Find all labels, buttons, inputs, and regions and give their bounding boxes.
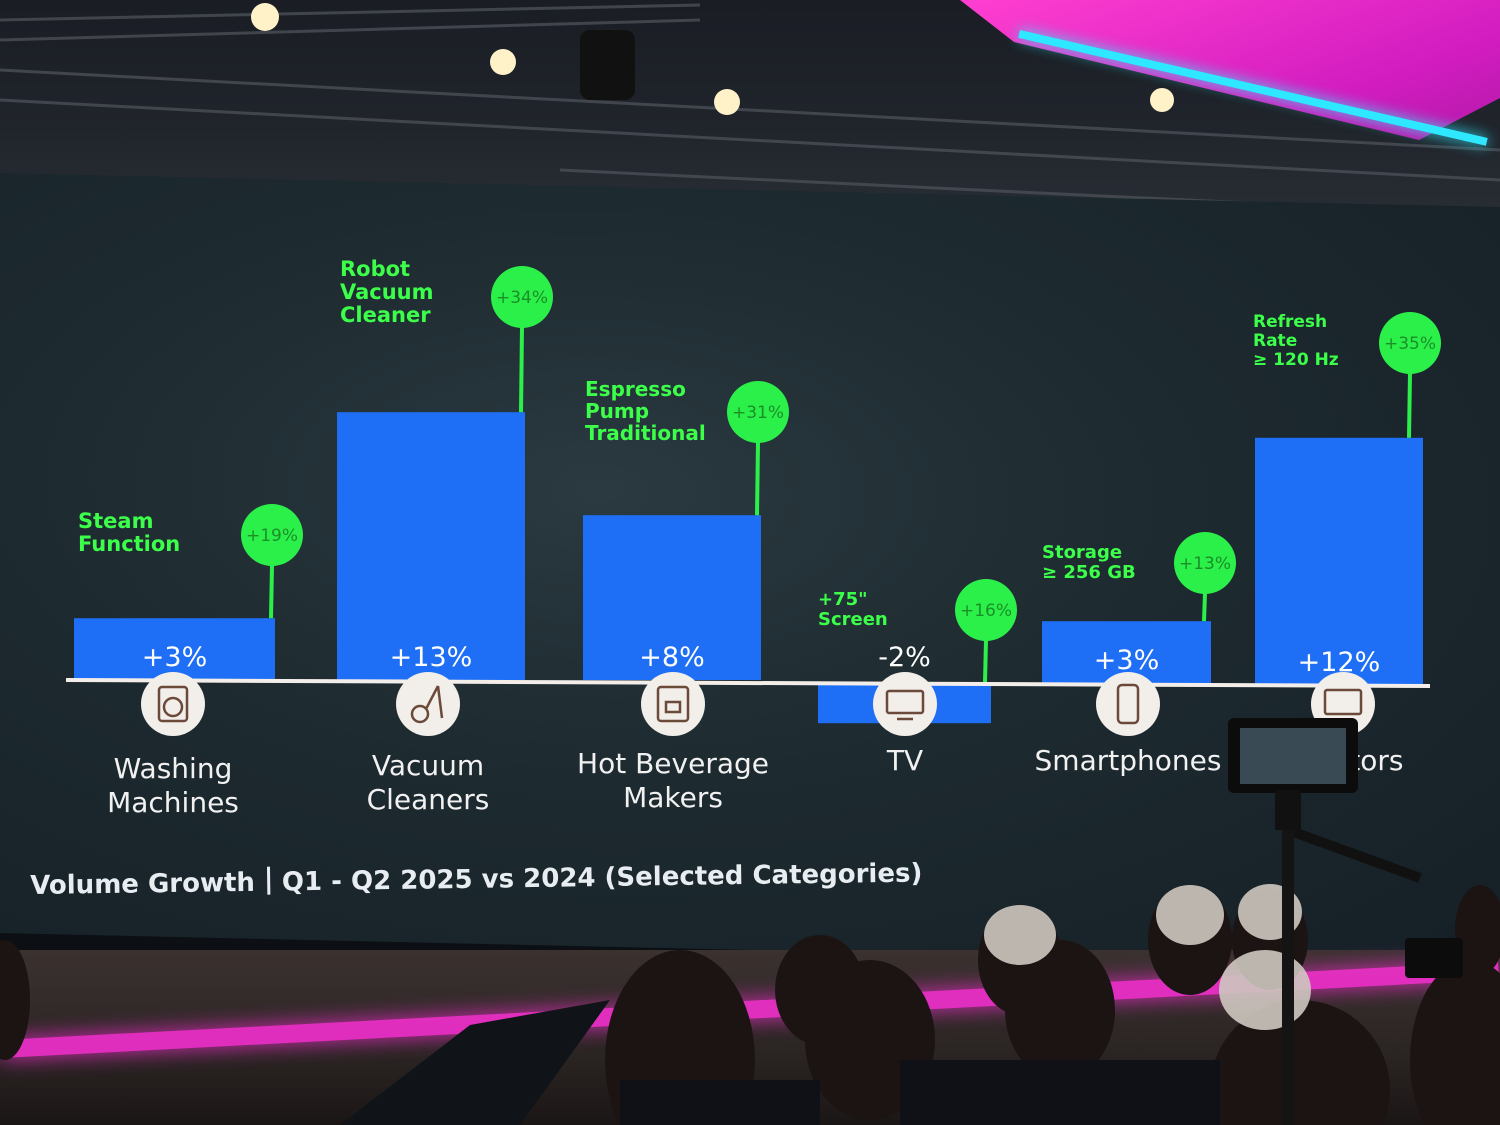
category-label: Machines bbox=[107, 786, 239, 819]
growth-bubble-label: +19% bbox=[246, 526, 298, 546]
bar-hot-beverage-makers bbox=[583, 515, 761, 680]
growth-stem bbox=[269, 564, 274, 619]
feature-label: Cleaner bbox=[340, 303, 431, 327]
feature-label: Refresh bbox=[1253, 312, 1327, 332]
ceiling-truss bbox=[0, 3, 1500, 217]
bar-monitors bbox=[1255, 437, 1423, 685]
bar-vacuum-cleaners bbox=[337, 412, 525, 680]
feature-label: +75" bbox=[818, 589, 868, 610]
category-label: Vacuum bbox=[372, 749, 484, 782]
category-label: TV bbox=[886, 744, 923, 777]
growth-bubble-label: +13% bbox=[1179, 554, 1231, 574]
growth-bubble bbox=[241, 504, 303, 566]
growth-bubble-label: +35% bbox=[1384, 334, 1436, 354]
smartphone-icon-glyph bbox=[1116, 683, 1140, 725]
bar-value-label: +3% bbox=[1094, 645, 1159, 676]
bar-value-label: +8% bbox=[639, 642, 704, 673]
washing-machine-icon bbox=[141, 672, 205, 736]
growth-bubble-label: +34% bbox=[496, 288, 548, 308]
feature-label: ≥ 120 Hz bbox=[1253, 350, 1339, 370]
feature-label: ≥ 256 GB bbox=[1042, 562, 1136, 583]
tv-icon-glyph bbox=[885, 689, 925, 721]
growth-bubble bbox=[955, 579, 1017, 641]
feature-label: Espresso bbox=[585, 377, 686, 401]
feature-label: Rate bbox=[1253, 331, 1297, 351]
feature-label: Traditional bbox=[585, 421, 706, 445]
tv-icon bbox=[873, 672, 937, 736]
coffee-machine-icon bbox=[641, 672, 705, 736]
growth-bubble bbox=[1174, 532, 1236, 594]
growth-bubble bbox=[491, 266, 553, 328]
growth-stem bbox=[1407, 372, 1412, 438]
growth-bubble-label: +31% bbox=[732, 403, 784, 423]
coffee-machine-icon-glyph bbox=[656, 685, 690, 723]
bar-washing-machines bbox=[74, 618, 275, 680]
feature-label: Robot bbox=[340, 257, 410, 281]
feature-label: Vacuum bbox=[340, 280, 434, 304]
growth-stem bbox=[1202, 592, 1207, 622]
growth-stem bbox=[755, 441, 760, 516]
bar-value-label: +13% bbox=[390, 642, 473, 673]
feature-label: Pump bbox=[585, 399, 649, 423]
category-label: Hot Beverage bbox=[577, 747, 769, 780]
category-label: Makers bbox=[623, 781, 723, 814]
category-label: Washing bbox=[114, 752, 233, 785]
category-label: Cleaners bbox=[367, 783, 490, 816]
x-axis-line bbox=[65, 678, 1431, 688]
bar-value-label: -2% bbox=[878, 642, 931, 673]
bar-value-label: +12% bbox=[1298, 647, 1381, 678]
bar-value-label: +3% bbox=[142, 642, 207, 673]
washing-machine-icon-glyph bbox=[157, 685, 189, 723]
growth-bubble-label: +16% bbox=[960, 601, 1012, 621]
vacuum-cleaner-icon-glyph bbox=[410, 685, 444, 724]
feature-label: Screen bbox=[818, 609, 888, 630]
feature-label: Storage bbox=[1042, 542, 1122, 563]
feature-label: Function bbox=[78, 532, 180, 556]
growth-stem bbox=[519, 326, 524, 413]
feature-label: Steam bbox=[78, 509, 153, 533]
smartphone-icon bbox=[1096, 672, 1160, 736]
growth-bubble bbox=[1379, 312, 1441, 374]
category-label: Smartphones bbox=[1035, 744, 1222, 777]
growth-bubble bbox=[727, 381, 789, 443]
growth-stem bbox=[983, 639, 988, 683]
